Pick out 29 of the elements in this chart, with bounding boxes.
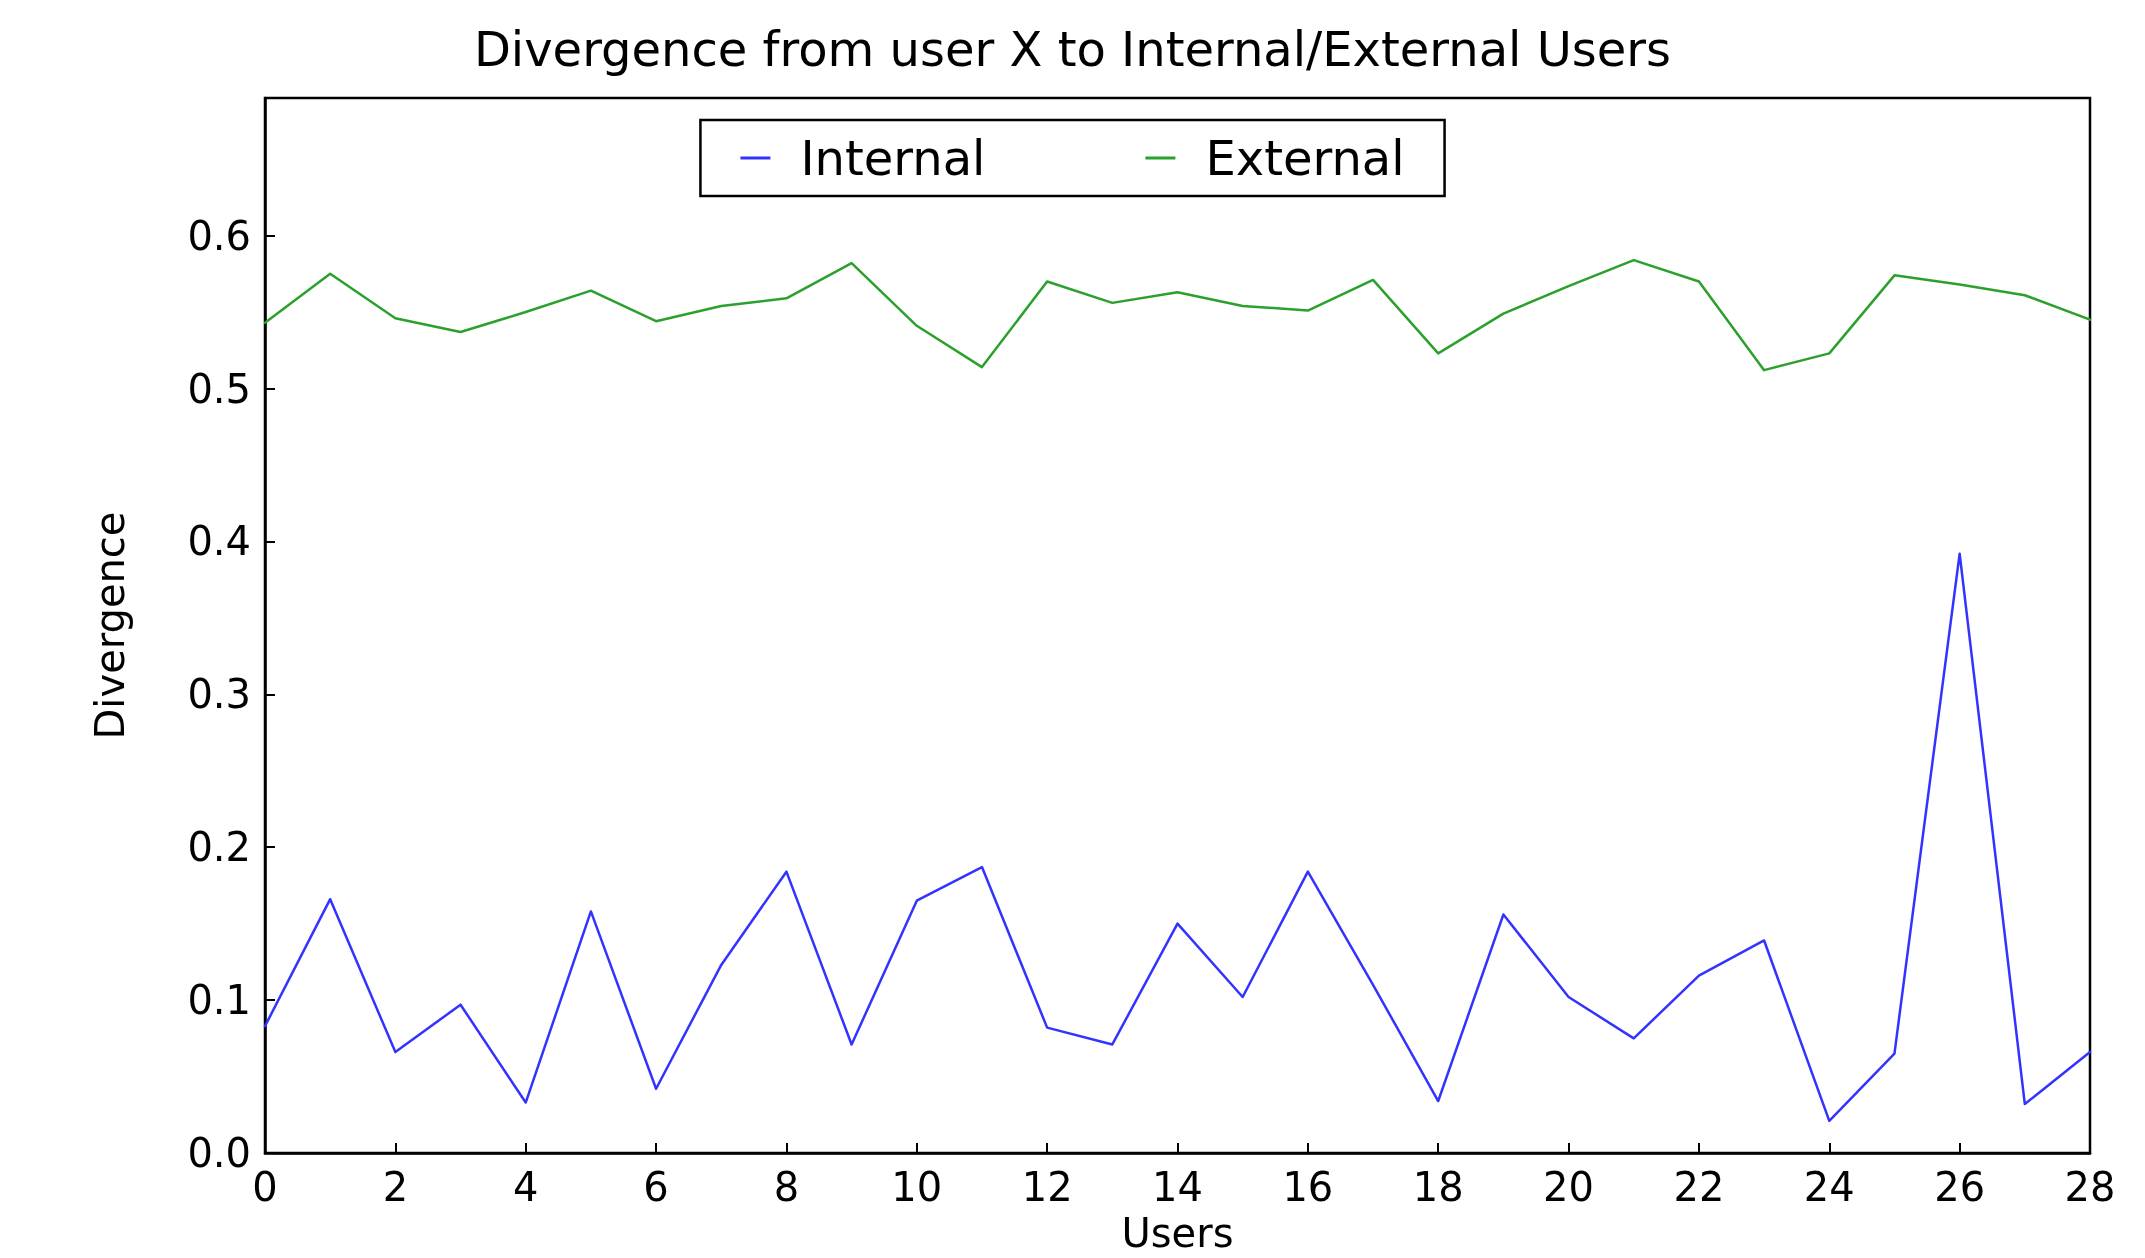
x-tick-label: 26 xyxy=(1934,1164,1986,1210)
x-tick-label: 6 xyxy=(643,1164,669,1210)
x-tick-label: 8 xyxy=(773,1164,800,1210)
x-tick-label: 22 xyxy=(1673,1164,1725,1210)
y-tick-label: 0.5 xyxy=(187,365,251,412)
x-tick-label: 24 xyxy=(1803,1164,1855,1210)
chart-title: Divergence from user X to Internal/External Users xyxy=(473,21,1672,77)
x-tick-label: 16 xyxy=(1282,1164,1334,1210)
x-tick-label: 0 xyxy=(252,1164,278,1210)
x-axis-title: Users xyxy=(1121,1210,1234,1256)
x-tick-label: 18 xyxy=(1412,1164,1464,1210)
x-tick-label: 20 xyxy=(1543,1164,1595,1210)
y-tick-label: 0.6 xyxy=(187,212,251,259)
y-tick-label: 0.2 xyxy=(187,824,251,871)
line-series xyxy=(263,552,2092,1123)
y-axis-title: Divergence xyxy=(87,511,133,740)
x-tick-label: 12 xyxy=(1021,1164,1073,1210)
x-tick-label: 28 xyxy=(2064,1164,2116,1210)
line-series xyxy=(263,258,2092,372)
y-tick-label: 0.1 xyxy=(187,977,251,1024)
y-tick-label: 0.3 xyxy=(187,671,251,718)
y-tick-label: 0.4 xyxy=(187,518,251,565)
x-tick-label: 4 xyxy=(512,1164,539,1210)
legend-label: Internal xyxy=(800,130,986,186)
x-tick-label: 10 xyxy=(891,1164,943,1210)
x-tick-label: 2 xyxy=(382,1164,409,1210)
legend-label: External xyxy=(1205,130,1405,186)
y-tick-label: 0.0 xyxy=(187,1130,251,1176)
x-tick-label: 14 xyxy=(1152,1164,1203,1210)
